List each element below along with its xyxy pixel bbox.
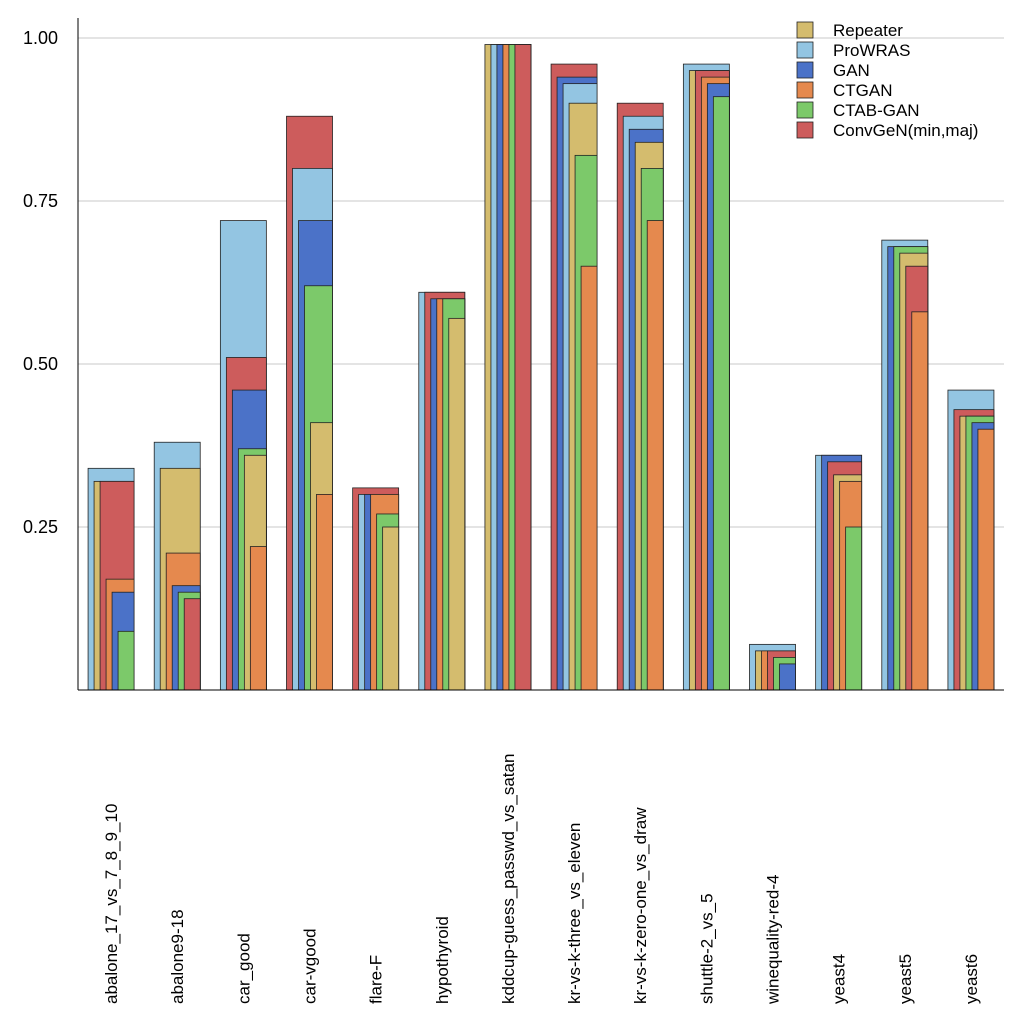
bar: [845, 526, 863, 691]
category-label: kr-vs-k-three_vs_eleven: [565, 823, 584, 1004]
y-tick-label: 0.75: [23, 191, 58, 211]
bar-group: [881, 239, 929, 691]
category-label: flare-F: [367, 955, 386, 1004]
bar: [911, 311, 929, 691]
legend-swatch: [796, 61, 814, 79]
bar: [779, 663, 796, 691]
legend-swatch: [796, 21, 814, 39]
category-label: abalone_17_vs_7_8_9_10: [102, 804, 121, 1004]
legend-label: CTGAN: [833, 81, 893, 100]
legend-swatch: [796, 41, 814, 59]
bar-group: [947, 389, 995, 691]
category-label: kr-vs-k-zero-one_vs_draw: [631, 807, 650, 1004]
bar-group: [87, 467, 135, 691]
bar: [249, 546, 267, 691]
bar: [117, 630, 135, 691]
bars: [87, 44, 995, 691]
category-label: car_good: [234, 933, 253, 1004]
bar-group: [219, 220, 267, 691]
bar: [382, 526, 400, 691]
bar-group: [418, 291, 466, 691]
legend-swatch: [796, 81, 814, 99]
bar: [646, 220, 664, 691]
bar: [448, 317, 466, 691]
bar-group: [352, 487, 400, 691]
bar-group: [749, 643, 796, 691]
legend-label: ConvGeN(min,maj): [833, 121, 978, 140]
legend-label: GAN: [833, 61, 870, 80]
y-tick-label: 0.50: [23, 354, 58, 374]
bar: [580, 265, 598, 691]
legend-swatch: [796, 101, 814, 119]
bar-group: [153, 441, 201, 691]
legend-label: Repeater: [833, 21, 903, 40]
category-label: yeast6: [962, 954, 981, 1004]
category-label: hypothyroid: [433, 916, 452, 1004]
bar: [183, 598, 201, 691]
bar: [316, 493, 333, 691]
bar-group: [550, 63, 598, 691]
category-label: car-vgood: [301, 928, 320, 1004]
axes: [77, 18, 1004, 691]
bar-group: [286, 115, 333, 691]
y-tick-labels: 0.25 0.50 0.75 1.00: [23, 28, 58, 537]
legend-label: ProWRAS: [833, 41, 910, 60]
y-tick-label: 0.25: [23, 517, 58, 537]
legend-label: CTAB-GAN: [833, 101, 920, 120]
category-labels: abalone_17_vs_7_8_9_10 abalone9-18 car_goo…: [102, 754, 981, 1005]
category-label: abalone9-18: [168, 909, 187, 1004]
legend-swatch: [796, 121, 814, 139]
category-label: yeast4: [830, 954, 849, 1004]
bar: [712, 96, 730, 691]
category-label: winequality-red-4: [764, 875, 783, 1005]
legend: RepeaterProWRASGANCTGANCTAB-GANConvGeN(m…: [796, 21, 978, 140]
bar: [514, 44, 532, 691]
category-label: shuttle-2_vs_5: [697, 893, 716, 1004]
bar: [977, 428, 995, 691]
category-label: kddcup-guess_passwd_vs_satan: [499, 754, 518, 1004]
bar-group: [682, 63, 730, 691]
bar-group: [815, 454, 863, 691]
bar-group: [484, 44, 532, 691]
category-label: yeast5: [896, 954, 915, 1004]
y-tick-label: 1.00: [23, 28, 58, 48]
bar-group: [616, 102, 664, 691]
